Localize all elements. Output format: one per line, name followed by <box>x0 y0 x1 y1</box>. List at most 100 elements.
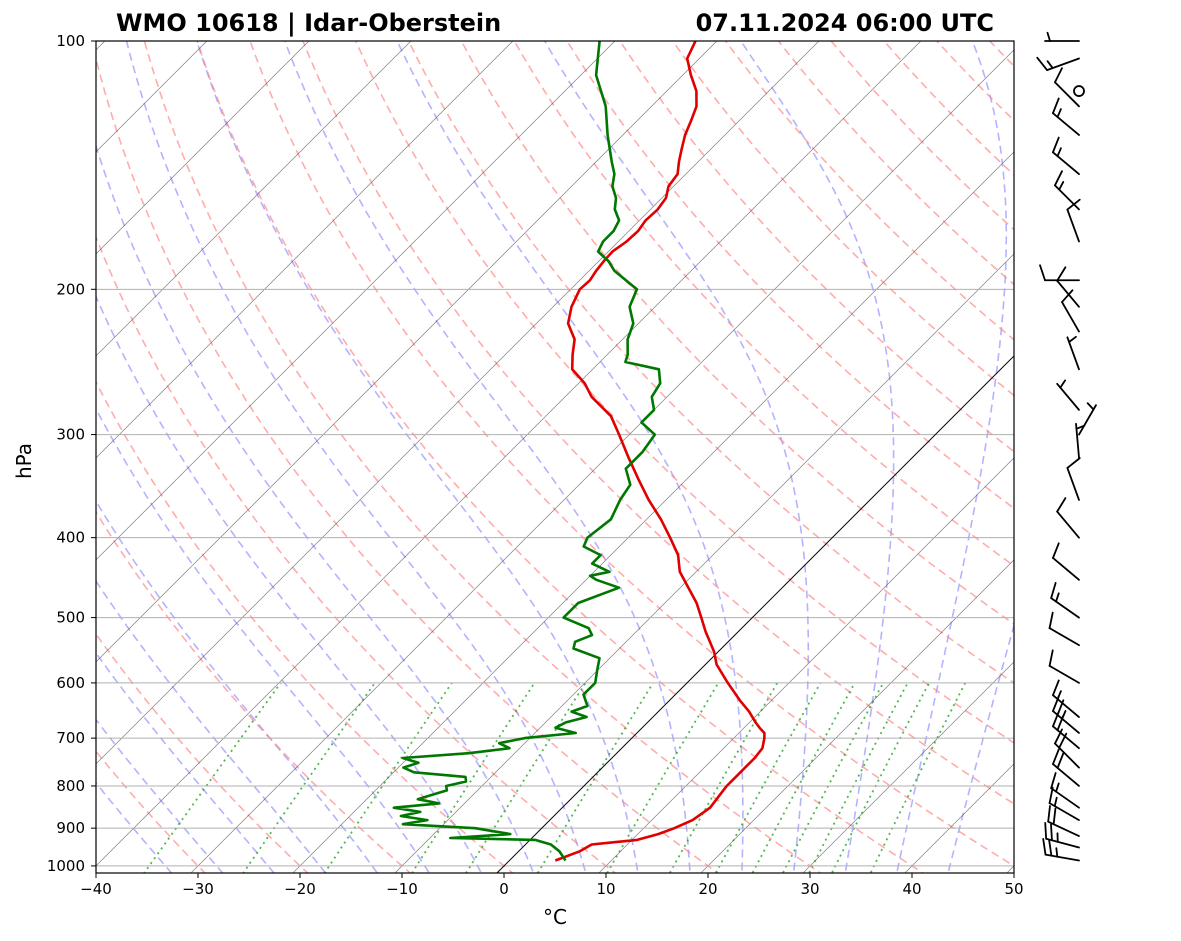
wind-barb-half-flag <box>1055 782 1060 793</box>
wind-barb <box>1048 786 1080 822</box>
wind-barb-half-flag <box>1056 108 1062 118</box>
dry-adiabat <box>671 41 1014 397</box>
dry-adiabat <box>96 750 207 873</box>
dry-adiabat <box>96 510 412 873</box>
wind-barb-half-flag <box>1046 60 1054 69</box>
y-tick-label: 800 <box>56 777 85 795</box>
y-tick-label: 400 <box>56 529 85 547</box>
wind-barb-staff <box>1061 301 1080 333</box>
wind-barb-flag <box>1052 748 1060 766</box>
wind-barb-half-flag <box>1056 690 1062 700</box>
wind-barb-half-flag <box>1059 379 1066 389</box>
y-tick-label: 300 <box>56 426 85 444</box>
wind-barb <box>1056 497 1080 539</box>
wind-barb-flag <box>1048 786 1054 805</box>
wind-barb-staff <box>1054 81 1080 108</box>
wind-barb-flag <box>1052 542 1060 559</box>
mixing-ratio-line <box>869 682 967 873</box>
y-axis-ticks: 100 200 300 400 500 600 700 800 900 1000 <box>47 32 96 875</box>
y-axis-label: hPa <box>12 443 36 479</box>
mixing-ratio-lines <box>142 682 967 873</box>
x-tick-label: 40 <box>902 880 921 898</box>
wind-barb-staff <box>1048 627 1080 647</box>
wind-barb <box>1052 542 1080 581</box>
chart-title-datetime: 07.11.2024 06:00 UTC <box>696 9 994 37</box>
wind-barb-flag <box>1061 289 1074 303</box>
dry-adiabat <box>196 41 925 873</box>
wind-barb <box>1047 805 1080 837</box>
isotherm <box>96 41 922 867</box>
mixing-ratio-line <box>242 682 376 873</box>
wind-barb <box>1044 822 1080 849</box>
isotherm <box>394 253 1014 873</box>
dry-adiabat <box>143 41 822 873</box>
moist-adiabat <box>96 651 275 873</box>
wind-barb-flag <box>1048 839 1053 857</box>
dry-adiabat <box>96 632 309 873</box>
sounding-profiles <box>392 41 766 862</box>
y-tick-label: 100 <box>56 32 85 50</box>
isotherm <box>96 41 820 765</box>
moist-adiabat <box>895 41 1008 873</box>
wind-barb-flag <box>1056 497 1067 513</box>
chart-title-station: WMO 10618 | Idar-Oberstein <box>116 9 501 37</box>
isotherm <box>802 661 1014 873</box>
wind-barb-flag <box>1036 56 1048 72</box>
wind-barb-half-flag <box>1061 710 1067 720</box>
mixing-ratio-line <box>751 682 856 873</box>
dry-adiabat <box>302 41 1014 805</box>
mixing-ratio-line <box>536 682 654 873</box>
isotherm <box>700 559 1014 873</box>
wind-barb <box>1078 402 1097 436</box>
dry-adiabat <box>407 41 1014 684</box>
mixing-ratio-line <box>781 682 885 873</box>
wind-barb-flag <box>1054 170 1063 187</box>
wind-barb <box>1044 31 1080 42</box>
wind-barb-flag <box>1052 136 1060 154</box>
isotherm <box>96 41 412 357</box>
mixing-ratio-line <box>714 682 822 873</box>
wind-barb-flag <box>1056 266 1067 282</box>
x-tick-label: −30 <box>182 880 214 898</box>
wind-barb-staff <box>1056 279 1080 308</box>
wind-barb-flag <box>1048 611 1054 630</box>
zero-isotherm <box>496 355 1014 873</box>
isotherm <box>96 41 310 255</box>
isotherm <box>96 41 718 663</box>
wind-barb <box>1052 679 1080 718</box>
isotherm <box>96 41 514 459</box>
mixing-ratio-line <box>830 682 930 873</box>
moist-adiabat <box>96 499 379 873</box>
y-tick-label: 700 <box>56 729 85 747</box>
mixing-ratio-line <box>323 682 453 873</box>
wind-barb <box>1052 748 1080 787</box>
moist-adiabat <box>125 41 587 873</box>
dry-adiabat <box>249 41 1014 867</box>
wind-barb <box>1039 264 1080 282</box>
mixing-ratio-line <box>807 682 909 873</box>
wind-barb-flag <box>1039 264 1046 282</box>
wind-barb <box>1036 56 1080 72</box>
wind-barb-flag <box>1050 582 1057 599</box>
isotherm <box>96 41 616 561</box>
wind-barb-flag <box>1047 805 1051 823</box>
moist-adiabat <box>544 41 810 873</box>
mixing-ratio-line <box>668 682 779 873</box>
wind-barb-flag <box>1050 823 1053 842</box>
dewpoint-profile <box>392 41 662 862</box>
y-tick-label: 200 <box>56 280 85 298</box>
temperature-profile <box>554 41 766 862</box>
x-tick-label: −20 <box>284 880 316 898</box>
calm-wind-circle <box>1073 85 1085 97</box>
mixing-ratio-line <box>606 682 720 873</box>
moist-adiabat <box>96 407 431 873</box>
wind-barb-half-flag <box>1053 796 1058 808</box>
wind-barb-flag <box>1052 97 1060 115</box>
wind-barb <box>1056 266 1080 308</box>
dry-adiabat <box>96 235 617 873</box>
wind-barb-flag <box>1048 649 1054 667</box>
pressure-gridlines <box>96 41 1014 867</box>
wind-barb <box>1050 772 1080 809</box>
dry-adiabat <box>96 55 720 873</box>
moist-adiabat <box>96 579 327 873</box>
